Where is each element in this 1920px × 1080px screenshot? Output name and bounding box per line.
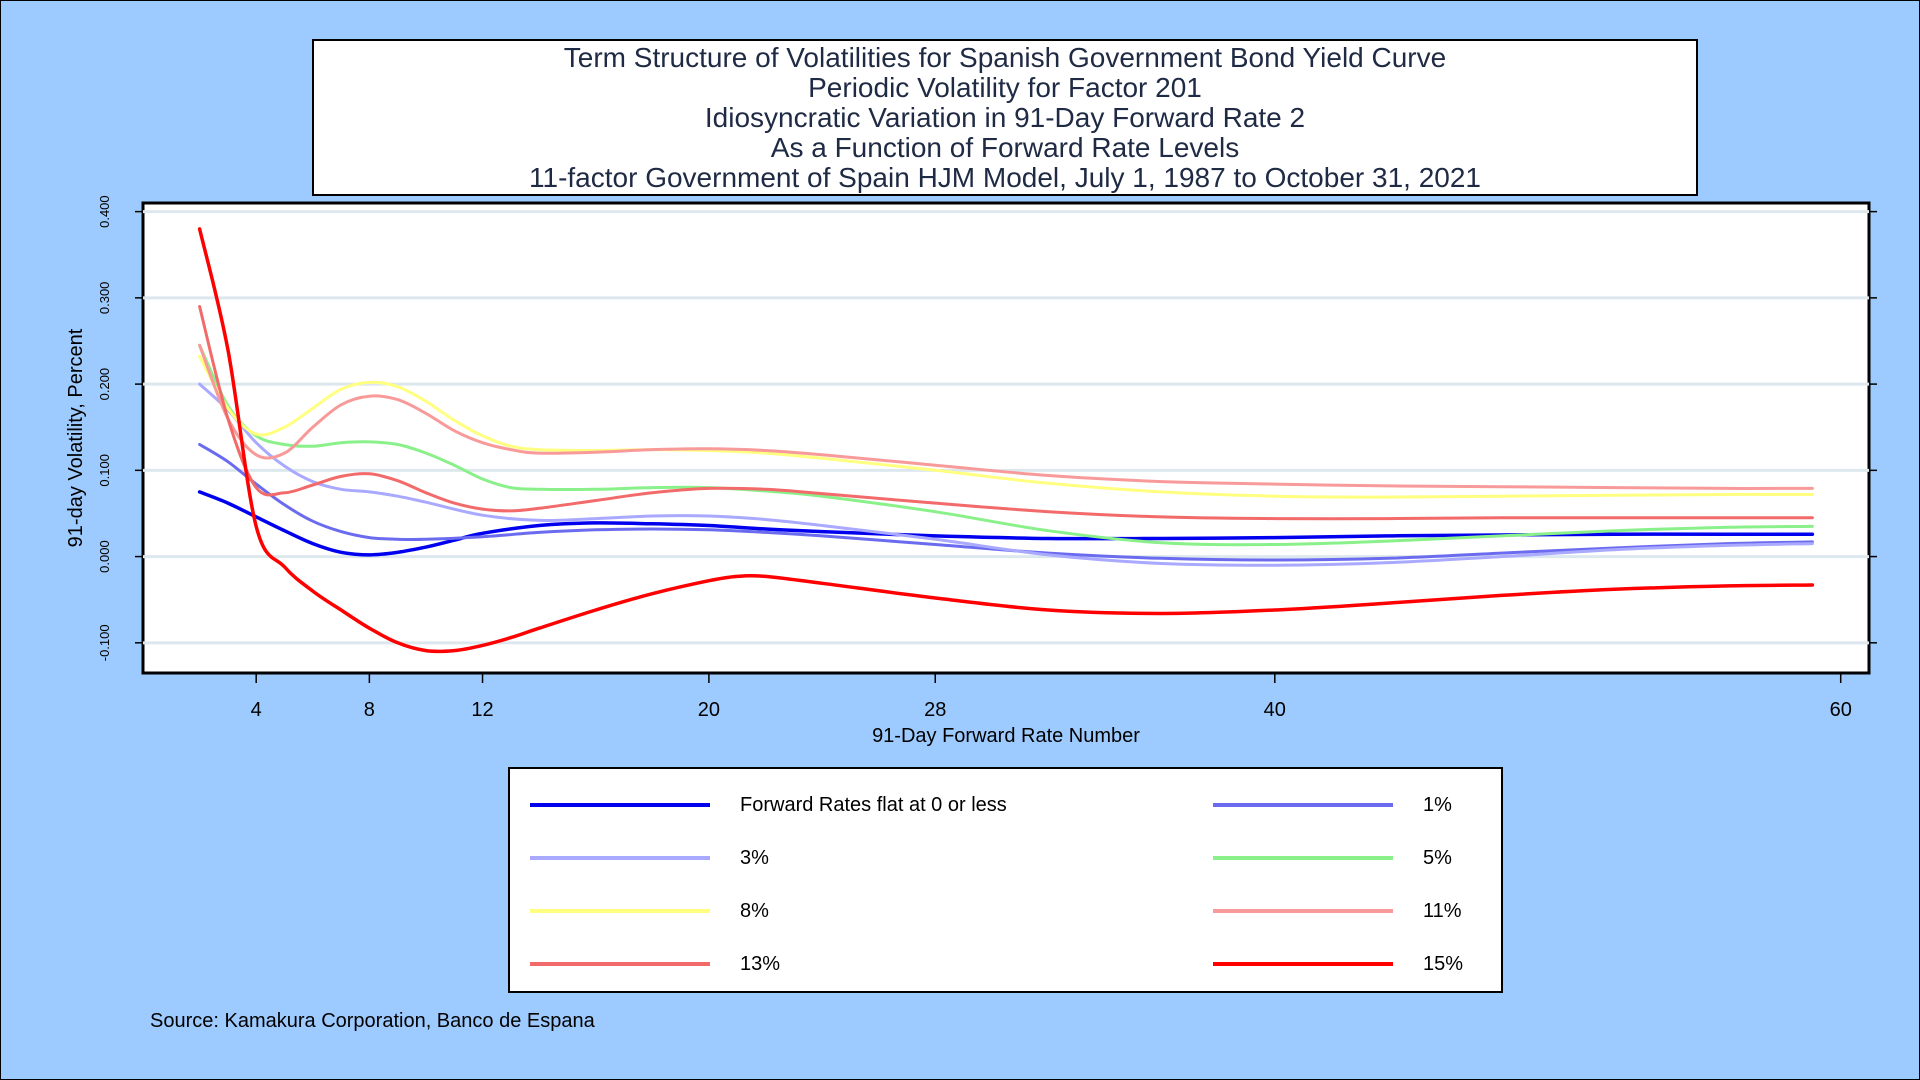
x-tick-label: 8 [364,699,375,721]
legend-swatch [1213,962,1393,966]
y-tick-label: 0.100 [97,454,112,487]
legend-swatch [530,909,710,913]
y-tick-label: 0.300 [97,282,112,315]
series-line-3 [198,382,1814,567]
plot-area [141,201,1871,675]
legend-label: 1% [1423,794,1452,816]
chart-title-box: Term Structure of Volatilities for Spani… [312,39,1698,196]
series-line-6 [198,343,1814,490]
legend-swatch [1213,803,1393,807]
series-lines [197,227,1815,654]
chart-title-line-2: Periodic Volatility for Factor 201 [808,71,1202,103]
x-tick-label: 4 [251,699,262,721]
legend-swatch [1213,909,1393,913]
x-tick-label: 20 [698,699,720,721]
legend-swatch [530,803,710,807]
y-tick-label: 0.400 [97,195,112,228]
legend-label: Forward Rates flat at 0 or less [740,794,1007,816]
chart-title-line-3: Idiosyncratic Variation in 91-Day Forwar… [704,101,1306,133]
legend-label: 8% [740,900,769,922]
gridlines [143,210,1869,645]
axes: -0.100 0.000 0.100 0.200 0.300 0.400 4 8 12 20 28 4… [97,195,1877,721]
y-tick-label: 0.000 [97,540,112,573]
legend-label: 15% [1423,953,1464,975]
series-line-4 [198,343,1814,547]
series-line-7 [198,305,1814,521]
legend: Forward Rates flat at 0 or less 1% 3% 5% 8% 1… [508,767,1503,993]
legend-swatch [530,856,710,860]
x-axis-label: 91-Day Forward Rate Number [872,725,1140,747]
x-tick-label: 40 [1264,699,1286,721]
y-tick-label: 0.200 [97,368,112,401]
series-line-2 [198,443,1814,562]
chart-title-line-1: Term Structure of Volatilities for Spani… [563,41,1447,73]
series-line-1 [197,490,1815,557]
y-axis-label: 91-day Volatility, Percent [65,328,87,547]
legend-label: 3% [740,847,769,869]
x-tick-label: 28 [924,699,946,721]
x-tick-label: 60 [1830,699,1852,721]
chart-title-line-5: 11-factor Government of Spain HJM Model,… [529,161,1481,193]
chart-title-line-4: As a Function of Forward Rate Levels [770,131,1240,163]
legend-swatch [530,962,710,966]
legend-swatch [1213,856,1393,860]
x-tick-label: 12 [471,699,493,721]
legend-label: 13% [740,953,781,975]
series-line-8 [197,227,1815,654]
source-note: Source: Kamakura Corporation, Banco de E… [150,1010,595,1032]
legend-label: 11% [1423,900,1462,922]
legend-label: 5% [1423,847,1452,869]
y-tick-label: -0.100 [97,624,112,661]
